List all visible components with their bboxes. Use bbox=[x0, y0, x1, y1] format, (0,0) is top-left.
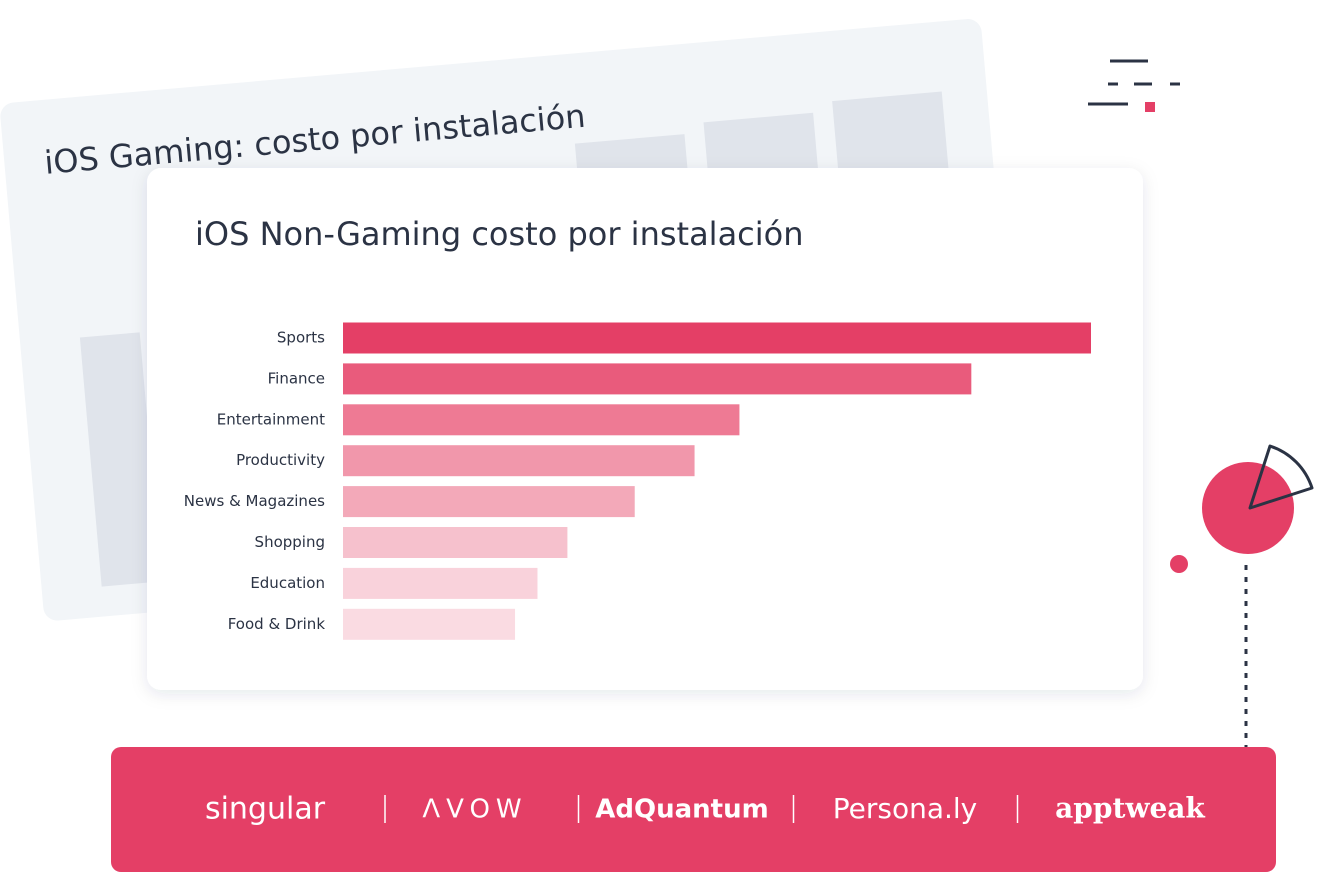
partner-band bbox=[111, 747, 1276, 872]
category-label: Productivity bbox=[236, 451, 325, 469]
bar bbox=[343, 404, 740, 436]
bar bbox=[343, 363, 972, 395]
bar bbox=[343, 486, 635, 518]
category-label: Food & Drink bbox=[228, 615, 326, 633]
category-label: Education bbox=[250, 574, 325, 592]
square-decoration bbox=[1145, 102, 1155, 112]
category-label: Finance bbox=[268, 369, 325, 387]
bar bbox=[343, 445, 695, 477]
bar bbox=[343, 567, 538, 599]
pie-decoration bbox=[1202, 462, 1294, 554]
category-label: Entertainment bbox=[217, 410, 325, 428]
bars: Sports Finance Entertainment Productivity Ne… bbox=[184, 322, 1091, 640]
dot-decoration bbox=[1170, 555, 1188, 573]
partners: singular ΛVOW AdQuantum Persona.ly apptweak bbox=[205, 792, 1205, 827]
partner-logo: Persona.ly bbox=[833, 792, 978, 825]
partner-logo: ΛVOW bbox=[422, 795, 527, 825]
pie-wedge bbox=[1248, 444, 1314, 510]
partner-logo: AdQuantum bbox=[595, 795, 768, 825]
chart-title: iOS Non-Gaming costo por instalación bbox=[195, 215, 804, 253]
category-label: Shopping bbox=[255, 533, 325, 551]
bar bbox=[343, 527, 568, 558]
dash-decoration bbox=[1088, 59, 1180, 106]
category-label: Sports bbox=[277, 329, 325, 347]
category-label: News & Magazines bbox=[184, 492, 325, 510]
partner-logo: singular bbox=[205, 792, 326, 827]
partner-logo: apptweak bbox=[1055, 792, 1205, 825]
bar bbox=[343, 608, 516, 640]
bar bbox=[343, 322, 1091, 354]
